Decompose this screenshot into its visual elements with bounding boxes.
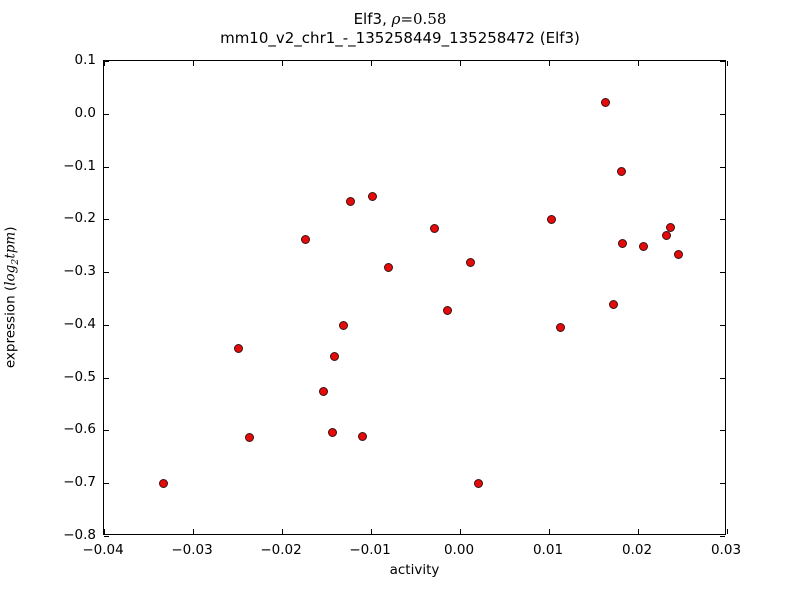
y-tick-mark xyxy=(104,61,109,62)
x-tick-label: 0.01 xyxy=(532,542,564,558)
data-point xyxy=(358,432,368,442)
y-tick-label: −0.5 xyxy=(63,368,96,385)
x-tick-mark-bottom xyxy=(460,529,461,534)
y-tick-label: 0.1 xyxy=(74,52,96,68)
y-tick-mark-right xyxy=(720,377,725,379)
y-tick-mark-right xyxy=(720,219,725,221)
y-tick-label: −0.8 xyxy=(63,527,96,543)
y-tick-mark xyxy=(104,166,109,168)
x-tick-label: 0.02 xyxy=(621,542,653,558)
x-tick-mark xyxy=(371,61,372,66)
title-gene-name: Elf3 xyxy=(353,10,383,28)
y-label-log: log xyxy=(2,264,19,286)
x-tick-mark xyxy=(727,61,728,66)
y-axis-label-text: expression (log2tpm) xyxy=(2,226,22,369)
rho-symbol: ρ xyxy=(391,10,401,28)
y-tick-mark-right xyxy=(720,61,725,62)
x-tick-mark-bottom xyxy=(638,529,639,534)
data-point xyxy=(384,263,394,273)
y-tick-label: −0.3 xyxy=(63,263,96,280)
data-point xyxy=(556,322,566,332)
y-tick-mark xyxy=(104,324,109,326)
data-point xyxy=(618,239,628,249)
data-point xyxy=(346,197,356,207)
x-tick-mark-bottom xyxy=(371,529,372,534)
data-point xyxy=(661,230,671,240)
y-tick-mark-right xyxy=(720,272,725,274)
data-point xyxy=(665,223,675,233)
y-tick-label: −0.6 xyxy=(63,421,96,438)
rho-equals: = xyxy=(400,10,414,28)
y-tick-mark xyxy=(104,219,109,221)
x-tick-mark-bottom xyxy=(727,529,728,534)
x-tick-label: −0.03 xyxy=(171,542,213,558)
y-tick-mark-right xyxy=(720,113,725,115)
y-tick-mark xyxy=(104,272,109,274)
x-tick-mark-bottom xyxy=(193,529,194,534)
x-tick-mark xyxy=(104,61,105,66)
data-point xyxy=(233,344,243,354)
x-tick-label: 0.00 xyxy=(443,542,475,558)
scatter-points-layer xyxy=(104,61,725,534)
data-point xyxy=(300,235,310,245)
y-tick-mark-right xyxy=(720,166,725,168)
y-tick-mark-right xyxy=(720,483,725,485)
y-tick-mark xyxy=(104,483,109,485)
y-tick-mark xyxy=(104,536,109,537)
x-tick-label: −0.02 xyxy=(260,542,302,558)
y-tick-label: −0.4 xyxy=(63,315,96,332)
title-comma: , xyxy=(382,10,392,28)
x-tick-label: −0.04 xyxy=(82,542,124,558)
x-tick-mark xyxy=(638,61,639,66)
x-tick-mark xyxy=(282,61,283,66)
x-tick-mark xyxy=(460,61,461,66)
y-tick-mark-right xyxy=(720,536,725,537)
data-point xyxy=(547,214,557,224)
chart-title-block: Elf3, ρ=0.58 mm10_v2_chr1_-_135258449_13… xyxy=(0,10,800,48)
x-tick-mark xyxy=(193,61,194,66)
data-point xyxy=(673,250,683,260)
data-point xyxy=(244,433,254,443)
x-tick-label: −0.01 xyxy=(349,542,391,558)
x-tick-mark-bottom xyxy=(549,529,550,534)
data-point xyxy=(601,97,611,107)
data-point xyxy=(159,479,169,489)
data-point xyxy=(338,321,348,331)
data-point xyxy=(609,300,619,310)
data-point xyxy=(466,257,476,267)
y-label-unit: tpm xyxy=(2,231,19,259)
y-label-plain: expression xyxy=(2,295,19,369)
y-label-sub: 2 xyxy=(10,258,22,265)
y-tick-mark-right xyxy=(720,324,725,326)
y-tick-label: −0.1 xyxy=(63,157,96,174)
chart-title-line-2: mm10_v2_chr1_-_135258449_135258472 (Elf3… xyxy=(220,29,580,48)
x-tick-label: 0.03 xyxy=(710,542,742,558)
data-point xyxy=(443,305,453,315)
plot-area xyxy=(103,60,728,537)
y-tick-label: −0.2 xyxy=(63,210,96,227)
y-tick-mark xyxy=(104,377,109,379)
data-point xyxy=(474,479,484,489)
data-point xyxy=(330,351,339,361)
x-tick-mark-bottom xyxy=(104,529,105,534)
y-tick-label: 0.0 xyxy=(74,104,96,121)
data-point xyxy=(319,386,329,396)
x-tick-mark-bottom xyxy=(282,529,283,534)
y-tick-mark xyxy=(104,113,109,115)
y-axis-label: expression (log2tpm) xyxy=(0,60,24,535)
x-tick-mark xyxy=(549,61,550,66)
data-point xyxy=(429,224,439,234)
data-point xyxy=(328,428,338,438)
y-tick-mark xyxy=(104,430,109,432)
data-point xyxy=(638,242,648,252)
rho-value: 0.58 xyxy=(413,10,447,28)
data-point xyxy=(368,191,378,201)
x-axis-label: activity xyxy=(389,562,440,578)
y-tick-label: −0.7 xyxy=(63,474,96,491)
data-point xyxy=(616,167,626,177)
y-tick-mark-right xyxy=(720,430,725,432)
chart-title-line-1: Elf3, ρ=0.58 xyxy=(0,10,800,29)
